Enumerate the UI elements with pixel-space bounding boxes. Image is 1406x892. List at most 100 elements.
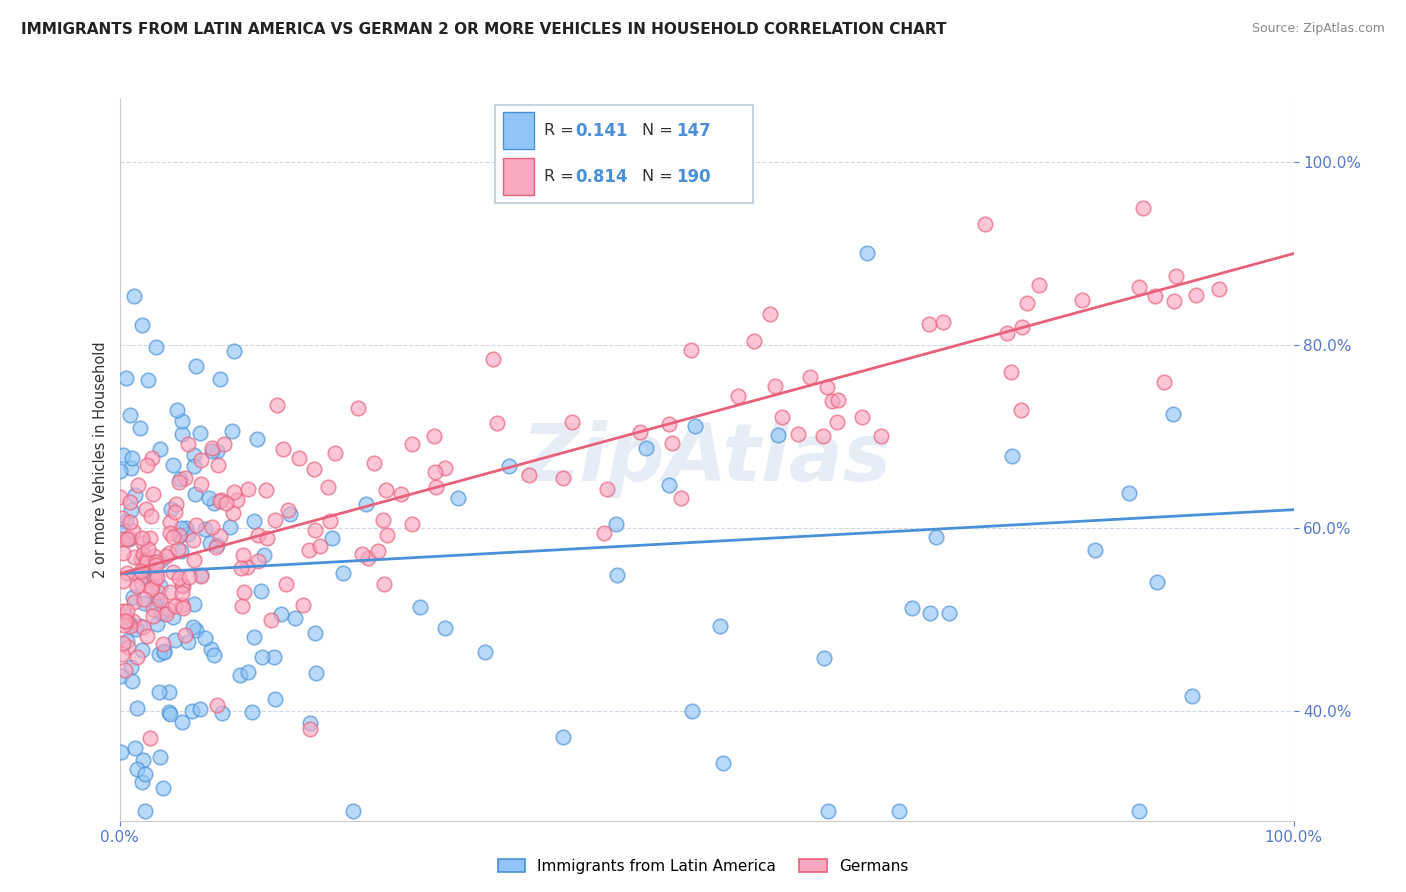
Immigrants from Latin America [125,701,148,715]
Germans [143,549,166,564]
Germans [112,604,135,618]
Germans [129,564,152,578]
Germans [152,636,174,650]
Immigrants from Latin America [115,371,138,385]
Immigrants from Latin America [813,651,835,665]
Immigrants from Latin America [183,458,205,473]
Immigrants from Latin America [342,805,364,819]
Germans [111,532,134,546]
Immigrants from Latin America [124,740,146,755]
Germans [145,558,167,573]
Germans [628,425,651,439]
Germans [201,441,224,455]
Immigrants from Latin America [474,645,496,659]
Germans [995,326,1018,340]
Germans [146,570,169,584]
Germans [1000,365,1022,379]
Immigrants from Latin America [163,633,186,648]
Germans [299,722,322,736]
Immigrants from Latin America [148,647,170,661]
Immigrants from Latin America [263,649,285,664]
Immigrants from Latin America [159,706,181,721]
Immigrants from Latin America [110,669,132,683]
Germans [212,437,235,451]
Immigrants from Latin America [900,601,922,615]
Immigrants from Latin America [131,753,153,767]
Text: IMMIGRANTS FROM LATIN AMERICA VS GERMAN 2 OR MORE VEHICLES IN HOUSEHOLD CORRELAT: IMMIGRANTS FROM LATIN AMERICA VS GERMAN … [21,22,946,37]
Immigrants from Latin America [132,596,155,610]
Germans [117,533,139,547]
Immigrants from Latin America [136,573,159,587]
Germans [271,442,294,456]
Immigrants from Latin America [153,645,176,659]
Germans [918,318,941,332]
Immigrants from Latin America [229,668,252,682]
Immigrants from Latin America [169,472,191,486]
Germans [246,528,269,542]
Immigrants from Latin America [709,619,731,633]
Immigrants from Latin America [157,685,180,699]
Germans [679,343,702,357]
Germans [288,450,311,465]
Germans [222,484,245,499]
Germans [136,542,159,557]
Immigrants from Latin America [145,340,167,354]
Immigrants from Latin America [205,443,228,458]
Germans [205,698,228,712]
Immigrants from Latin America [304,626,326,640]
Germans [135,502,157,516]
Germans [786,426,808,441]
Immigrants from Latin America [131,775,153,789]
Germans [172,578,194,592]
Immigrants from Latin America [222,344,245,359]
Germans [165,497,187,511]
Germans [141,451,163,466]
Germans [181,533,204,547]
Immigrants from Latin America [299,716,322,731]
Germans [669,491,692,505]
Immigrants from Latin America [856,246,879,260]
Immigrants from Latin America [446,491,468,505]
Immigrants from Latin America [250,583,273,598]
Germans [246,554,269,568]
Germans [157,546,180,560]
Germans [1128,280,1150,294]
Germans [974,217,997,231]
Germans [593,526,616,541]
Germans [367,543,389,558]
Germans [352,547,374,561]
Germans [389,486,412,500]
Germans [177,570,200,584]
Immigrants from Latin America [120,503,142,517]
Germans [274,577,297,591]
Germans [302,462,325,476]
Germans [309,539,332,553]
Germans [173,628,195,642]
Germans [357,550,380,565]
Germans [799,370,821,384]
Germans [201,519,224,533]
Immigrants from Latin America [264,691,287,706]
Legend: Immigrants from Latin America, Germans: Immigrants from Latin America, Germans [492,853,914,880]
Germans [132,536,155,550]
Germans [205,540,228,554]
Immigrants from Latin America [409,600,432,615]
Immigrants from Latin America [194,631,217,645]
Germans [215,496,238,510]
Germans [112,574,135,589]
Immigrants from Latin America [153,644,176,658]
Germans [304,523,326,537]
Immigrants from Latin America [170,426,193,441]
Germans [231,599,253,613]
Immigrants from Latin America [142,595,165,609]
Germans [183,553,205,567]
Immigrants from Latin America [238,665,260,679]
Germans [363,456,385,470]
Immigrants from Latin America [177,527,200,541]
Germans [167,542,190,557]
Immigrants from Latin America [125,622,148,636]
Germans [145,566,167,580]
Immigrants from Latin America [606,567,628,582]
Germans [114,663,136,677]
Germans [111,636,134,650]
